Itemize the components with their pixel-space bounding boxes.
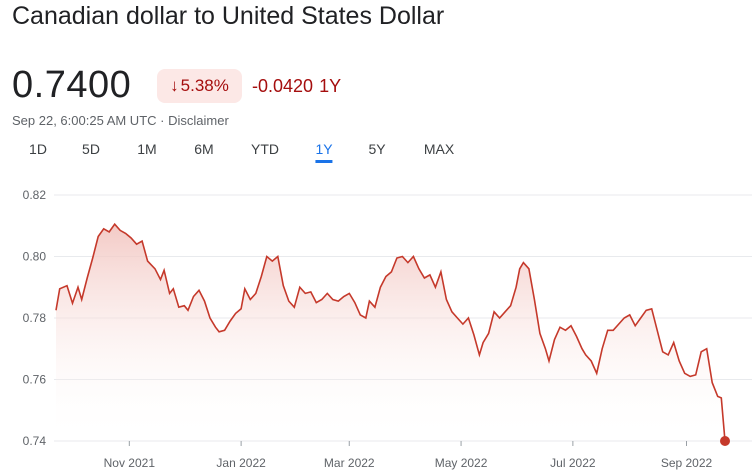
change-percent-badge: ↓ 5.38% [157, 69, 242, 103]
change-period: 1Y [319, 76, 342, 96]
current-rate: 0.7400 [12, 64, 132, 106]
change-value: -0.0420 [252, 76, 314, 96]
tab-1m[interactable]: 1M [137, 141, 157, 157]
y-tick-label: 0.74 [23, 434, 47, 448]
separator: · [160, 113, 165, 128]
x-tick-label: Jul 2022 [550, 456, 596, 470]
x-tick-label: Jan 2022 [216, 456, 266, 470]
change-absolute: -0.0420 1Y [252, 76, 341, 97]
x-tick-label: May 2022 [435, 456, 488, 470]
tab-5y[interactable]: 5Y [368, 141, 386, 157]
x-tick-label: Mar 2022 [324, 456, 375, 470]
disclaimer-link[interactable]: Disclaimer [168, 113, 229, 128]
area-fill [56, 224, 725, 441]
y-tick-label: 0.82 [23, 188, 47, 202]
y-tick-label: 0.76 [23, 373, 47, 387]
series-line [55, 222, 726, 442]
tab-ytd[interactable]: YTD [251, 141, 279, 157]
tab-1d[interactable]: 1D [29, 141, 47, 157]
change-percent: 5.38% [180, 76, 229, 95]
x-tick-label: Sep 2022 [661, 456, 713, 470]
timestamp: Sep 22, 6:00:25 AM UTC [12, 113, 157, 128]
tab-6m[interactable]: 6M [194, 141, 214, 157]
page-title: Canadian dollar to United States Dollar [12, 2, 445, 30]
x-tick-label: Nov 2021 [104, 456, 156, 470]
last-point-marker [720, 436, 730, 446]
tab-5d[interactable]: 5D [82, 141, 100, 157]
y-tick-label: 0.80 [23, 250, 47, 264]
y-tick-label: 0.78 [23, 311, 47, 325]
timestamp-line: Sep 22, 6:00:25 AM UTC · Disclaimer [12, 113, 229, 128]
tab-max[interactable]: MAX [423, 141, 455, 157]
arrow-down-icon: ↓ [170, 76, 179, 95]
tab-1y[interactable]: 1Y [315, 141, 333, 163]
